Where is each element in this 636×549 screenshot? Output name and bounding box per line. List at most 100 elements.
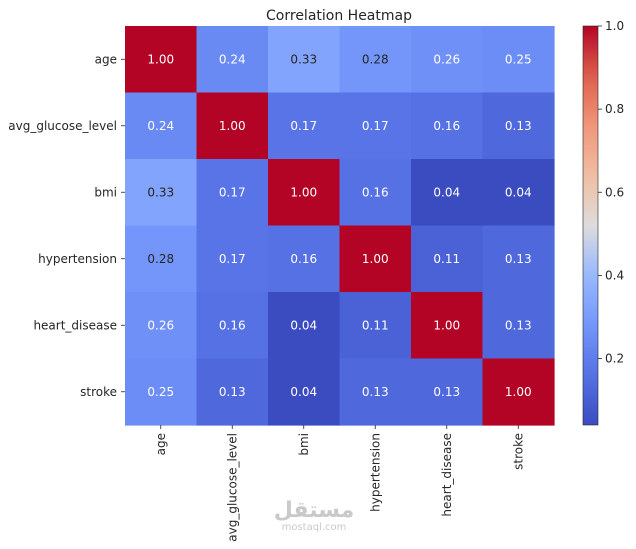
cell-annotation: 0.11 — [362, 318, 389, 332]
heatmap-cell — [196, 225, 269, 293]
y-tick-label: avg_glucose_level — [8, 119, 117, 133]
cell-annotation: 0.16 — [433, 119, 460, 133]
heatmap-cell — [339, 358, 412, 426]
colorbar-tick-label: 0.6 — [605, 185, 624, 199]
cell-annotation: 0.24 — [219, 52, 246, 66]
cell-annotation: 0.28 — [147, 252, 174, 266]
heatmap-cell — [339, 292, 412, 360]
cell-annotation: 0.13 — [505, 318, 532, 332]
colorbar: 0.2 0.4 0.6 0.8 1.0 — [582, 19, 624, 426]
cell-annotation: 0.26 — [433, 52, 460, 66]
cell-annotation: 0.13 — [362, 385, 389, 399]
cell-annotation: 0.04 — [505, 185, 532, 199]
x-tick-label: bmi — [297, 433, 311, 456]
cell-annotation: 0.04 — [290, 385, 317, 399]
heatmap-cell — [339, 159, 412, 227]
colorbar-tick-label: 0.8 — [605, 102, 624, 116]
heatmap-cell — [411, 225, 484, 293]
colorbar-tick-label: 0.4 — [605, 268, 624, 282]
cell-annotation: 0.17 — [290, 119, 317, 133]
heatmap-cell — [268, 225, 341, 293]
watermark: مستقل mostaql.com — [268, 500, 360, 534]
cell-annotation: 0.13 — [219, 385, 246, 399]
heatmap-cell — [411, 92, 484, 160]
cell-annotation: 0.28 — [362, 52, 389, 66]
cell-annotation: 0.11 — [433, 252, 460, 266]
cell-annotation: 0.25 — [147, 385, 174, 399]
chart-title: Correlation Heatmap — [266, 8, 412, 24]
heatmap-cell — [268, 92, 341, 160]
cell-annotation: 0.13 — [433, 385, 460, 399]
heatmap-cell — [196, 92, 269, 160]
heatmap-cell — [125, 292, 198, 360]
cell-annotation: 0.25 — [505, 52, 532, 66]
heatmap-cell — [339, 225, 412, 293]
cell-annotation: 0.16 — [290, 252, 317, 266]
heatmap-cell — [339, 26, 412, 94]
watermark-text: mostaql.com — [281, 522, 347, 533]
x-tick-label: age — [154, 433, 168, 455]
cell-annotation: 0.26 — [147, 318, 174, 332]
cell-annotation: 0.16 — [219, 318, 246, 332]
cell-annotation: 0.33 — [147, 185, 174, 199]
watermark-logo: مستقل — [273, 498, 355, 523]
heatmap-cell — [196, 26, 269, 94]
x-tick-label: heart_disease — [440, 433, 454, 517]
y-tick-label: heart_disease — [33, 318, 117, 332]
heatmap-cell — [268, 358, 341, 426]
heatmap-cell — [268, 159, 341, 227]
cell-annotation: 0.16 — [362, 185, 389, 199]
heatmap-cell — [125, 159, 198, 227]
cell-annotation: 1.00 — [362, 252, 389, 266]
cell-annotation: 0.17 — [219, 252, 246, 266]
colorbar-tick-label: 0.2 — [605, 352, 624, 366]
cell-annotation: 1.00 — [290, 185, 317, 199]
heatmap-cell — [482, 159, 555, 227]
heatmap-cell — [411, 26, 484, 94]
heatmap-cell — [196, 358, 269, 426]
heatmap-cell — [482, 26, 555, 94]
cell-annotation: 0.24 — [147, 119, 174, 133]
column-labels: age avg_glucose_level bmi hypertension heart… — [154, 425, 525, 542]
heatmap-cell — [125, 225, 198, 293]
x-tick-label: avg_glucose_level — [225, 433, 239, 542]
colorbar-tick-label: 1.0 — [605, 19, 624, 33]
heatmap-cell — [125, 26, 198, 94]
heatmap-cell — [125, 92, 198, 160]
heatmap-cell — [196, 292, 269, 360]
heatmap-cell — [482, 225, 555, 293]
y-tick-label: hypertension — [38, 252, 117, 266]
y-tick-label: bmi — [94, 185, 117, 199]
x-tick-label: hypertension — [368, 433, 382, 512]
cell-annotation: 0.17 — [362, 119, 389, 133]
heatmap-cell — [411, 358, 484, 426]
cell-annotation: 0.17 — [219, 185, 246, 199]
cell-annotation: 1.00 — [219, 119, 246, 133]
heatmap-cell — [482, 92, 555, 160]
heatmap-cell — [411, 292, 484, 360]
cell-annotation: 0.33 — [290, 52, 317, 66]
colorbar-gradient — [582, 25, 599, 426]
cell-annotation: 1.00 — [433, 318, 460, 332]
y-tick-label: stroke — [80, 385, 117, 399]
heatmap-cell — [482, 358, 555, 426]
cell-annotation: 1.00 — [147, 52, 174, 66]
heatmap-cell — [268, 292, 341, 360]
cell-annotation: 1.00 — [505, 385, 532, 399]
heatmap-cell — [196, 159, 269, 227]
heatmap-cell — [482, 292, 555, 360]
heatmap-cells: 1.00 0.24 0.33 0.28 0.26 0.25 0.24 1.00 0.17 0.17… — [125, 26, 555, 426]
cell-annotation: 0.13 — [505, 252, 532, 266]
heatmap-cell — [411, 159, 484, 227]
y-tick-label: age — [95, 52, 117, 66]
heatmap-cell — [339, 92, 412, 160]
cell-annotation: 0.04 — [290, 318, 317, 332]
cell-annotation: 0.13 — [505, 119, 532, 133]
x-tick-label: stroke — [511, 433, 525, 470]
cell-annotation: 0.04 — [433, 185, 460, 199]
heatmap-cell — [125, 358, 198, 426]
heatmap-cell — [268, 26, 341, 94]
